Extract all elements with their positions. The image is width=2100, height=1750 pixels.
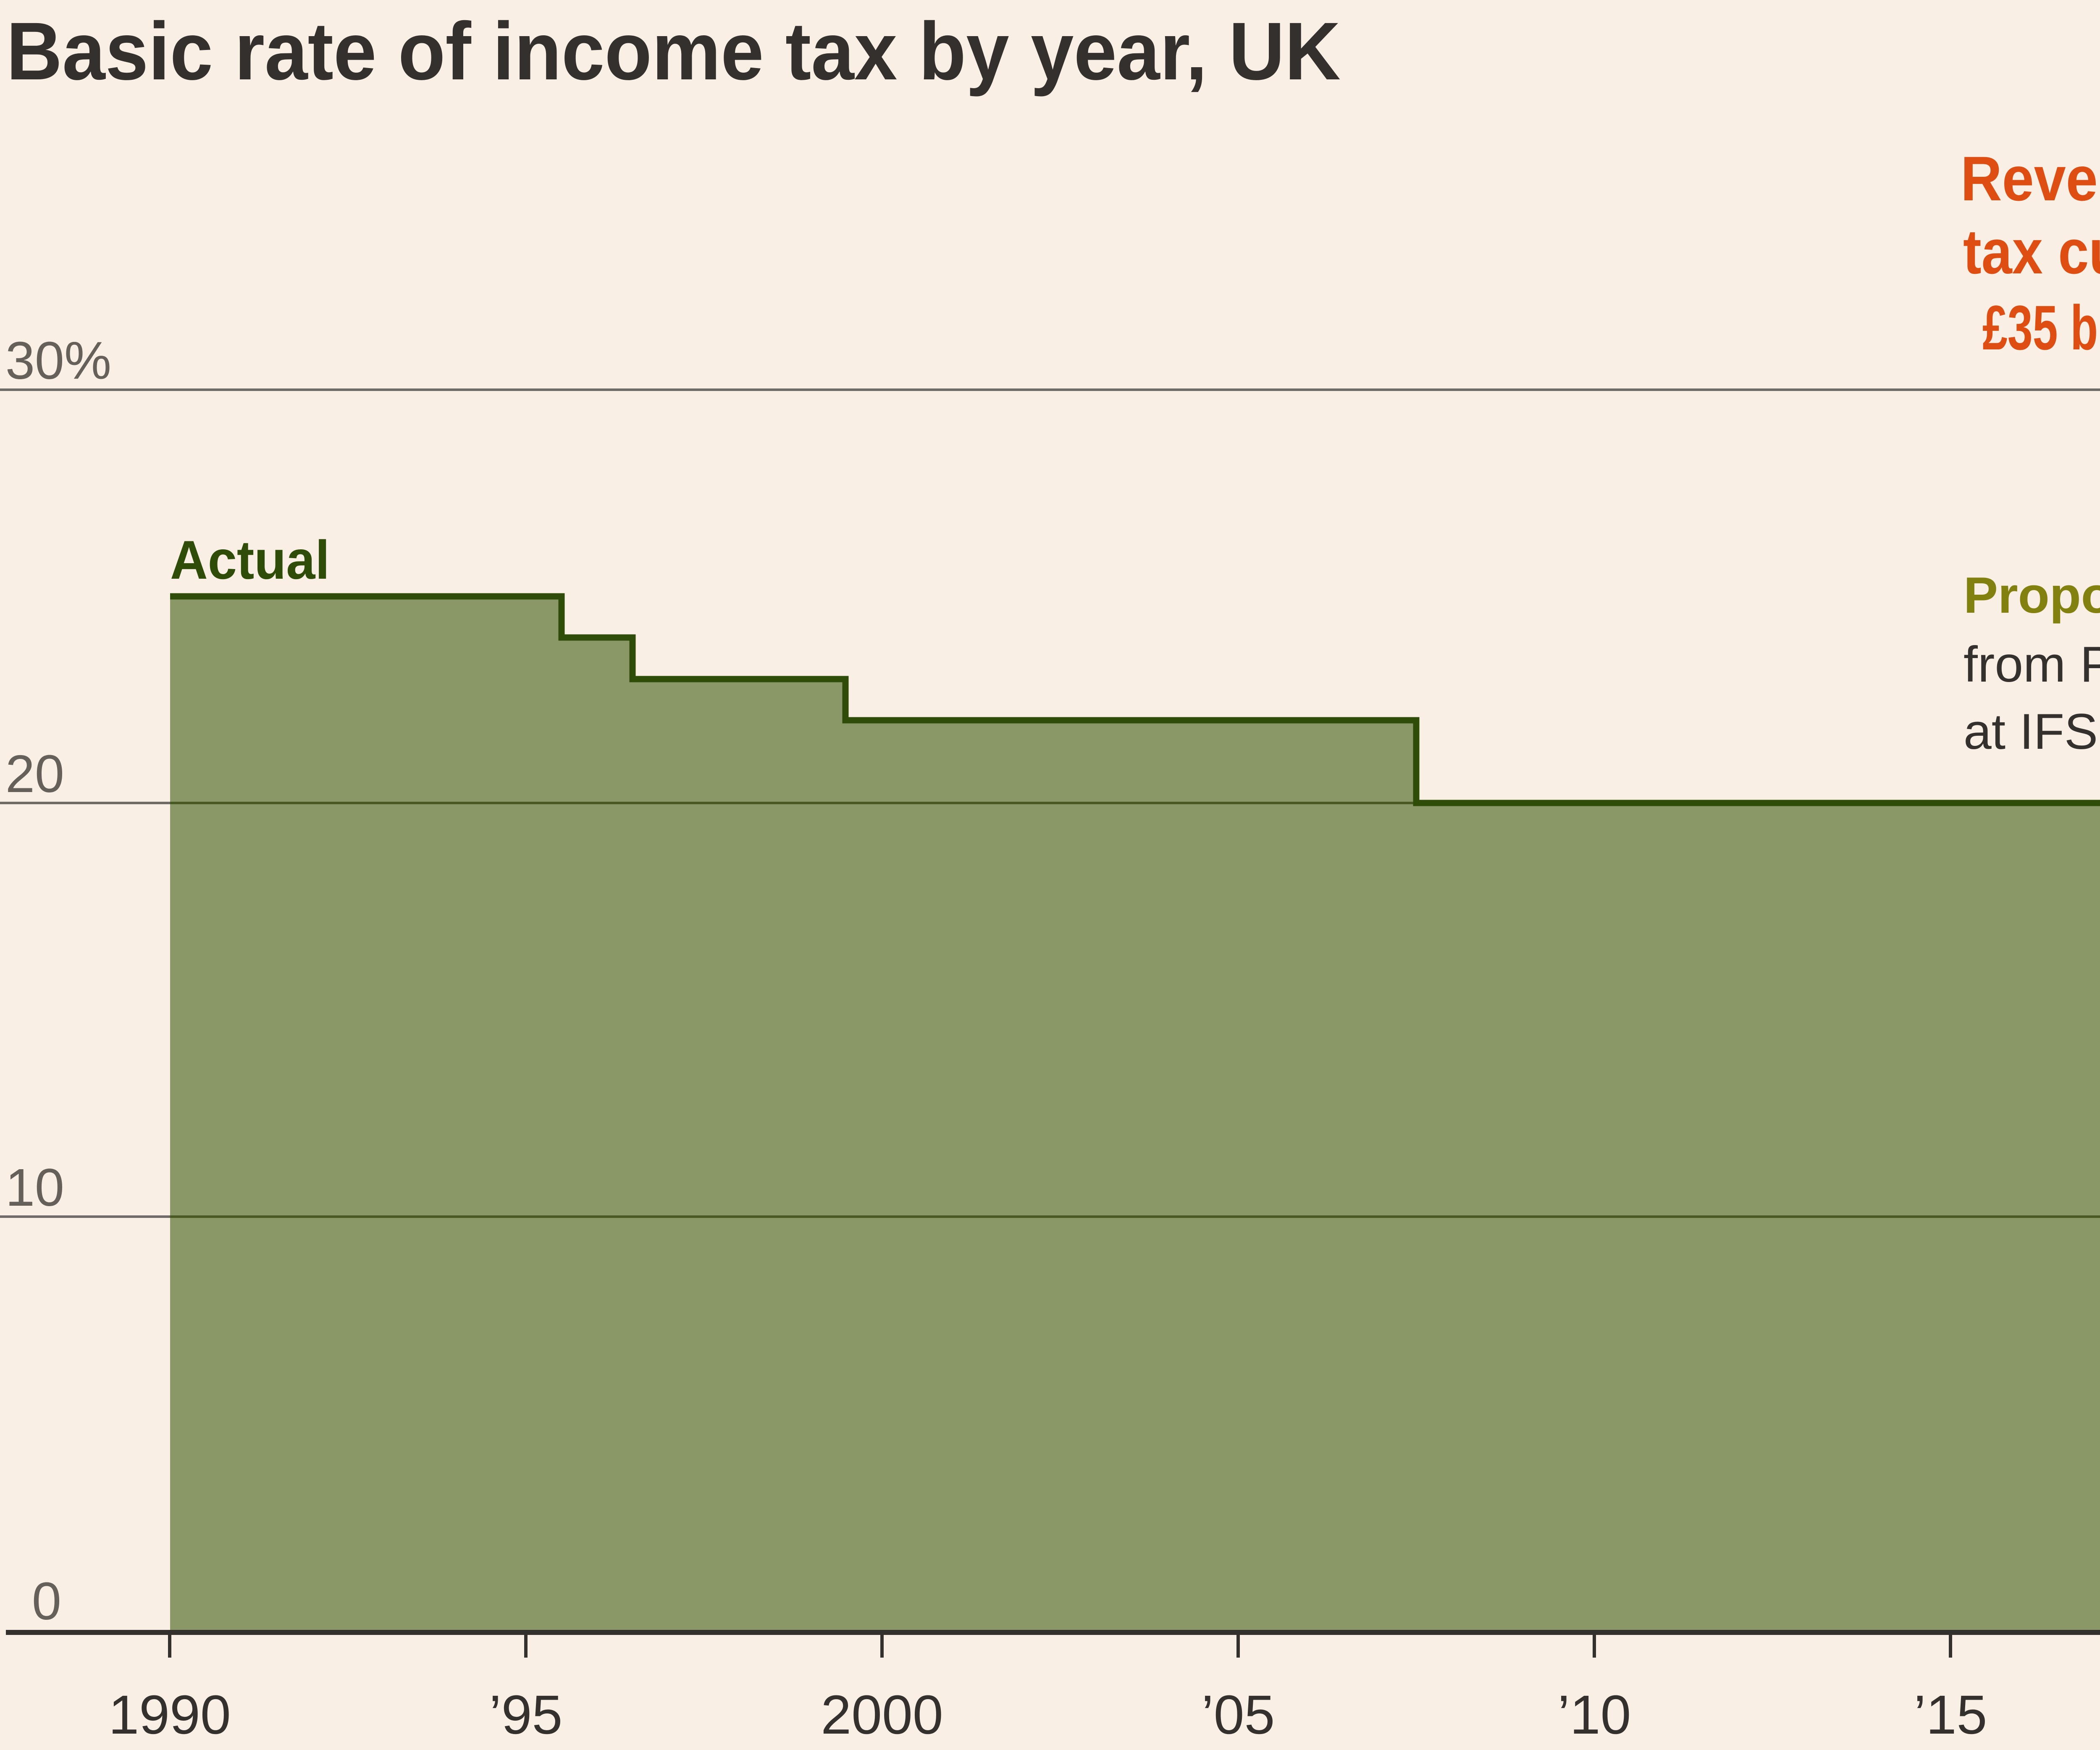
svg-text:2000: 2000: [821, 1684, 943, 1745]
svg-text:from Paul Johnson: from Paul Johnson: [1964, 636, 2100, 693]
svg-text:20: 20: [5, 744, 64, 803]
svg-text:’05: ’05: [1202, 1684, 1275, 1745]
svg-text:Reversing 34 years of: Reversing 34 years of: [1961, 143, 2100, 214]
svg-text:£35 billion in revenue!): £35 billion in revenue!): [1982, 292, 2100, 363]
svg-text:Actual: Actual: [170, 529, 330, 590]
svg-text:tax cuts (and raising: tax cuts (and raising: [1963, 216, 2100, 287]
svg-text:30: 30: [5, 331, 64, 390]
svg-text:1990: 1990: [108, 1684, 231, 1745]
svg-text:10: 10: [5, 1158, 64, 1217]
svg-text:0: 0: [32, 1572, 61, 1631]
svg-text:%: %: [64, 331, 111, 390]
svg-text:Basic rate of income tax by ye: Basic rate of income tax by year, UK: [6, 5, 1341, 97]
svg-text:at IFS: at IFS: [1964, 703, 2098, 760]
svg-text:’15: ’15: [1914, 1684, 1987, 1745]
svg-text:Proposed increase: Proposed increase: [1964, 567, 2100, 624]
svg-text:’10: ’10: [1558, 1684, 1631, 1745]
svg-text:’95: ’95: [489, 1684, 563, 1745]
